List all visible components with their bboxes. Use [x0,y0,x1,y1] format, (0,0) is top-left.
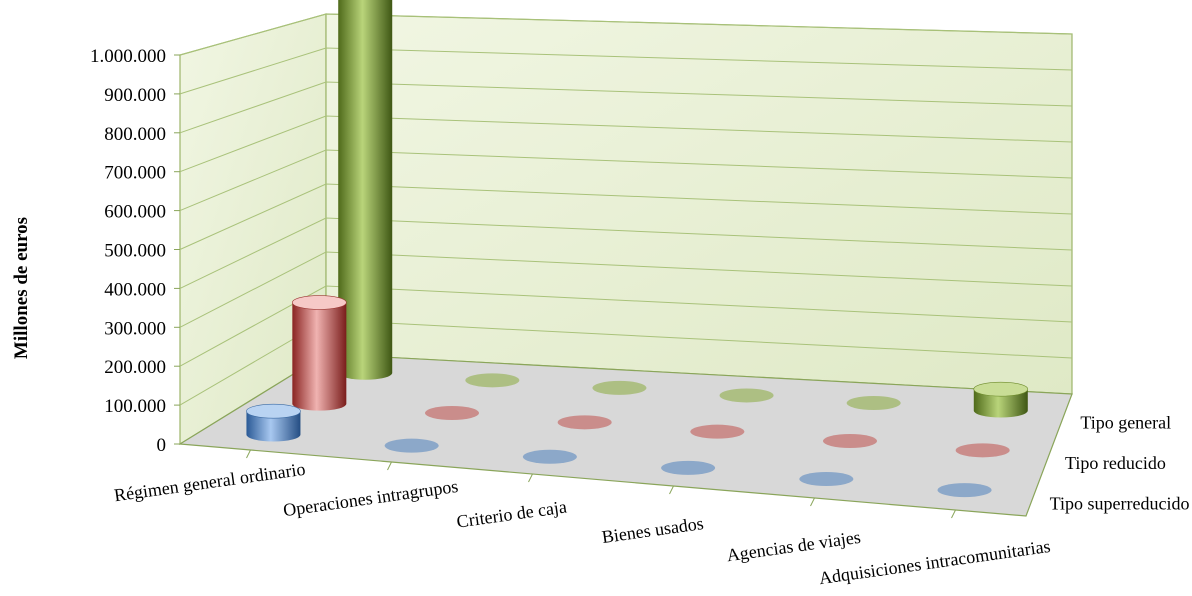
cylinder-bar [661,460,716,475]
cylinder-bar [246,403,301,442]
x-tick-mark [810,497,815,507]
y-tick-label: 600.000 [104,202,166,223]
gridline [179,47,1073,95]
cylinder-bar [955,443,1010,458]
cylinder-bar [425,406,479,420]
gridline [179,285,1073,367]
cylinder-bar [292,295,347,411]
bar-base-disc [661,460,716,475]
bar-base-disc [799,472,854,486]
x-tick-mark [387,461,392,471]
bar-base-disc [846,396,901,410]
bar-cap [292,295,347,310]
bar-cap [973,381,1029,397]
bar-body [246,411,301,442]
cylinder-bar [384,438,439,453]
bar-base-disc [522,449,577,464]
chart-marks [246,0,1029,498]
bar-base-disc [690,424,745,439]
x-tick-mark [669,485,674,495]
cylinder-bar [973,381,1029,418]
y-tick-label: 900.000 [104,85,166,106]
gridline [179,81,1073,134]
bar-base-disc [465,373,520,388]
bar-body [338,0,393,380]
category-label: Régimen general ordinario [113,459,307,506]
back-wall [325,13,1073,395]
cylinder-bar [557,415,612,430]
gridline [179,183,1073,250]
series-label: Tipo general [1080,412,1171,432]
cylinder-bar [846,396,901,410]
y-tick-label: 800.000 [104,124,166,145]
category-label: Bienes usados [601,513,705,547]
bar-body [292,302,347,411]
category-label: Agencias de viajes [725,527,861,566]
bar-base-disc [955,443,1010,458]
y-tick-label: 500.000 [104,241,166,262]
y-axis-label: Millones de euros [11,217,32,359]
gridline [179,251,1073,328]
bar-base-disc [719,388,774,403]
gridline [179,149,1073,212]
bar-base-disc [823,434,877,448]
cylinder-bar [799,472,854,486]
cylinder-bar [338,0,393,380]
y-tick-label: 0 [157,435,167,456]
cylinder-bar [522,449,577,464]
x-tick-mark [528,473,533,483]
bar-base-disc [384,438,439,453]
bar-base-disc [557,415,612,430]
cylinder-bar [719,388,774,403]
y-tick-label: 700.000 [104,163,166,184]
y-tick-label: 400.000 [104,279,166,300]
cylinder-bar [592,380,647,395]
cylinder-bar [690,424,745,439]
chart-walls [178,13,1073,517]
gridline [179,115,1073,173]
y-tick-label: 100.000 [104,396,166,417]
bar-base-disc [425,406,479,420]
y-tick-label: 200.000 [104,357,166,378]
cylinder-bar [937,483,992,498]
y-axis-ticks: 0 100.000 200.000 300.000 400.000 500.000 600.… [90,46,180,456]
gridline [179,13,1073,56]
bar-body [973,389,1028,418]
cylinder-bar [823,434,877,448]
series-label: Tipo superreducido [1050,494,1190,514]
series-label: Tipo reducido [1065,453,1166,473]
y-tick-label: 1.000.000 [90,46,166,67]
x-tick-mark [246,449,251,459]
bar-base-disc [592,380,647,395]
bar-base-disc [937,483,992,498]
depth-axis-series: Tipo general Tipo reducido Tipo superreduc… [1050,412,1190,513]
y-tick-label: 300.000 [104,318,166,339]
x-tick-mark [951,509,956,519]
bar-cap [246,403,301,419]
category-label: Criterio de caja [455,496,568,531]
cylinder-bar [465,373,520,388]
category-label: Operaciones intragrupos [282,476,460,520]
gridline [179,217,1073,289]
